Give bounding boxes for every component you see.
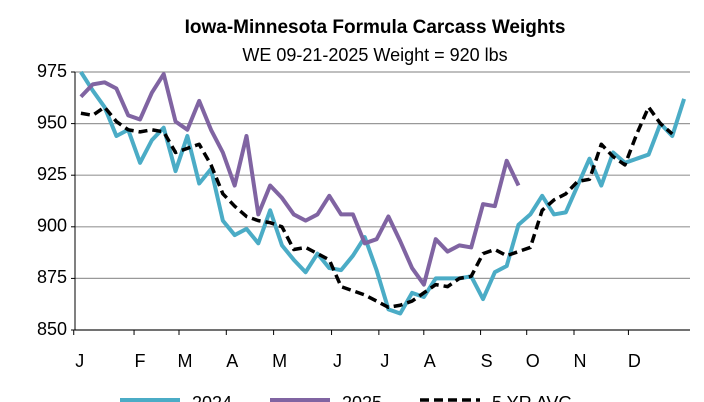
x-tick-label: J [75, 351, 84, 371]
series-line [79, 70, 686, 316]
y-tick-label: 950 [37, 112, 67, 132]
x-tick-label: O [526, 351, 540, 371]
series-line [80, 105, 674, 310]
x-tick-label: N [574, 351, 587, 371]
x-tick-label: M [272, 351, 287, 371]
y-tick-label: 850 [37, 319, 67, 339]
x-tick-label: J [380, 351, 389, 371]
x-tick-label: J [333, 351, 342, 371]
x-tick-label: D [628, 351, 641, 371]
x-tick-label: F [135, 351, 146, 371]
chart-subtitle: WE 09-21-2025 Weight = 920 lbs [242, 45, 507, 65]
chart-title: Iowa-Minnesota Formula Carcass Weights [185, 17, 566, 38]
legend-label: 5 YR AVG [492, 393, 572, 402]
legend-label: 2024 [192, 393, 232, 402]
legend-label: 2025 [342, 393, 382, 402]
x-tick-label: M [177, 351, 192, 371]
y-tick-label: 875 [37, 267, 67, 287]
x-tick-label: A [226, 351, 238, 371]
y-tick-label: 925 [37, 164, 67, 184]
y-tick-label: 975 [37, 61, 67, 81]
y-tick-label: 900 [37, 216, 67, 236]
series-line [79, 72, 521, 287]
x-tick-label: A [424, 351, 436, 371]
x-tick-label: S [481, 351, 493, 371]
